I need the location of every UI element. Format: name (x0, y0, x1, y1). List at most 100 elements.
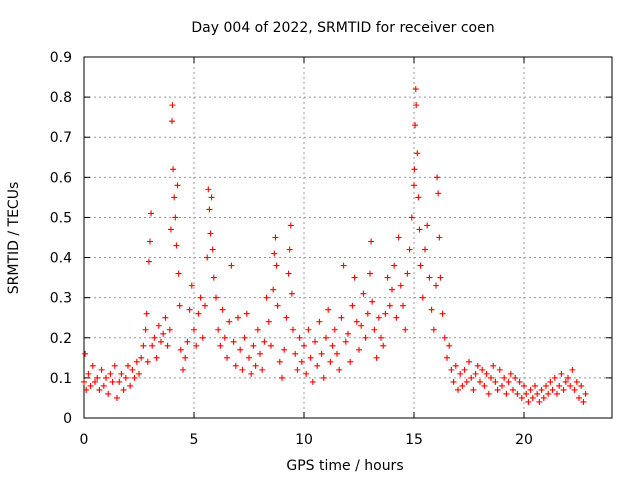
data-point (314, 362, 321, 369)
y-tick-label: 0.2 (50, 331, 72, 347)
data-point (312, 338, 318, 345)
data-point (412, 122, 419, 129)
data-point (176, 302, 183, 309)
data-point (180, 366, 186, 373)
data-point (107, 370, 114, 377)
data-point (261, 338, 268, 345)
data-point (580, 398, 587, 405)
data-point (490, 362, 497, 369)
data-point (171, 194, 178, 201)
data-point (287, 222, 294, 229)
data-point (239, 366, 246, 373)
data-point (547, 378, 554, 385)
data-point (224, 354, 230, 361)
data-point (514, 390, 521, 397)
data-point (136, 370, 142, 377)
data-point (414, 150, 421, 157)
data-point (362, 334, 369, 341)
data-point (103, 374, 109, 381)
data-point (582, 390, 589, 397)
data-point (516, 378, 523, 385)
data-point (336, 366, 343, 373)
data-point (155, 322, 162, 329)
data-point (131, 374, 138, 381)
data-point (237, 346, 244, 353)
data-point (499, 382, 505, 389)
data-point (474, 362, 481, 369)
data-point (205, 186, 212, 193)
data-point (389, 286, 395, 293)
data-point (439, 310, 446, 317)
data-point (556, 382, 563, 389)
data-point (483, 370, 490, 377)
data-point (144, 358, 151, 365)
data-point (268, 342, 274, 349)
data-point (145, 258, 152, 265)
x-axis-label: GPS time / hours (286, 458, 403, 474)
data-point (149, 342, 156, 349)
data-point (169, 118, 175, 125)
y-tick-label: 0.6 (50, 170, 72, 186)
data-point (323, 334, 329, 341)
data-point (540, 394, 547, 401)
data-point (452, 362, 459, 369)
data-point (105, 390, 112, 397)
data-point (545, 390, 552, 397)
data-point (470, 386, 477, 393)
data-point (424, 222, 431, 229)
data-point (259, 366, 266, 373)
data-point (270, 286, 277, 293)
data-point (375, 314, 382, 321)
data-point (129, 366, 136, 373)
data-point (92, 378, 98, 385)
y-tick-label: 0.4 (50, 251, 72, 267)
data-point (250, 342, 257, 349)
data-point (305, 326, 312, 333)
data-point (441, 334, 448, 341)
data-point (318, 350, 325, 357)
data-point (81, 378, 87, 385)
data-point (415, 194, 422, 201)
data-point (167, 226, 174, 233)
data-point (534, 390, 541, 397)
data-point (100, 382, 107, 389)
data-point (204, 254, 211, 261)
data-point (382, 310, 389, 317)
x-tick-label: 5 (190, 432, 199, 448)
data-point (446, 342, 453, 349)
data-point (496, 366, 503, 373)
data-point (83, 386, 90, 393)
data-point (554, 390, 560, 397)
data-point (182, 354, 189, 361)
data-point (406, 246, 413, 253)
data-point (532, 382, 538, 389)
data-point (551, 374, 558, 381)
data-point (536, 398, 543, 405)
data-point (468, 374, 475, 381)
data-point (301, 342, 307, 349)
data-point (573, 378, 580, 385)
data-point (569, 366, 576, 373)
data-point (411, 166, 418, 173)
data-point (138, 354, 145, 361)
data-point (371, 326, 378, 333)
data-point (276, 358, 283, 365)
data-point (434, 174, 441, 181)
data-point (221, 334, 228, 341)
data-point (461, 366, 468, 373)
data-point (208, 194, 215, 201)
data-point (215, 326, 222, 333)
data-point (393, 314, 400, 321)
x-tick-label: 0 (80, 432, 89, 448)
data-point (527, 386, 534, 393)
data-point (560, 386, 567, 393)
data-point (505, 378, 512, 385)
data-point (118, 370, 125, 377)
data-point (521, 382, 527, 389)
data-point (298, 358, 305, 365)
data-point (433, 282, 439, 289)
data-point (294, 366, 301, 373)
data-point (378, 334, 384, 341)
data-point (543, 382, 549, 389)
data-point (340, 262, 347, 269)
